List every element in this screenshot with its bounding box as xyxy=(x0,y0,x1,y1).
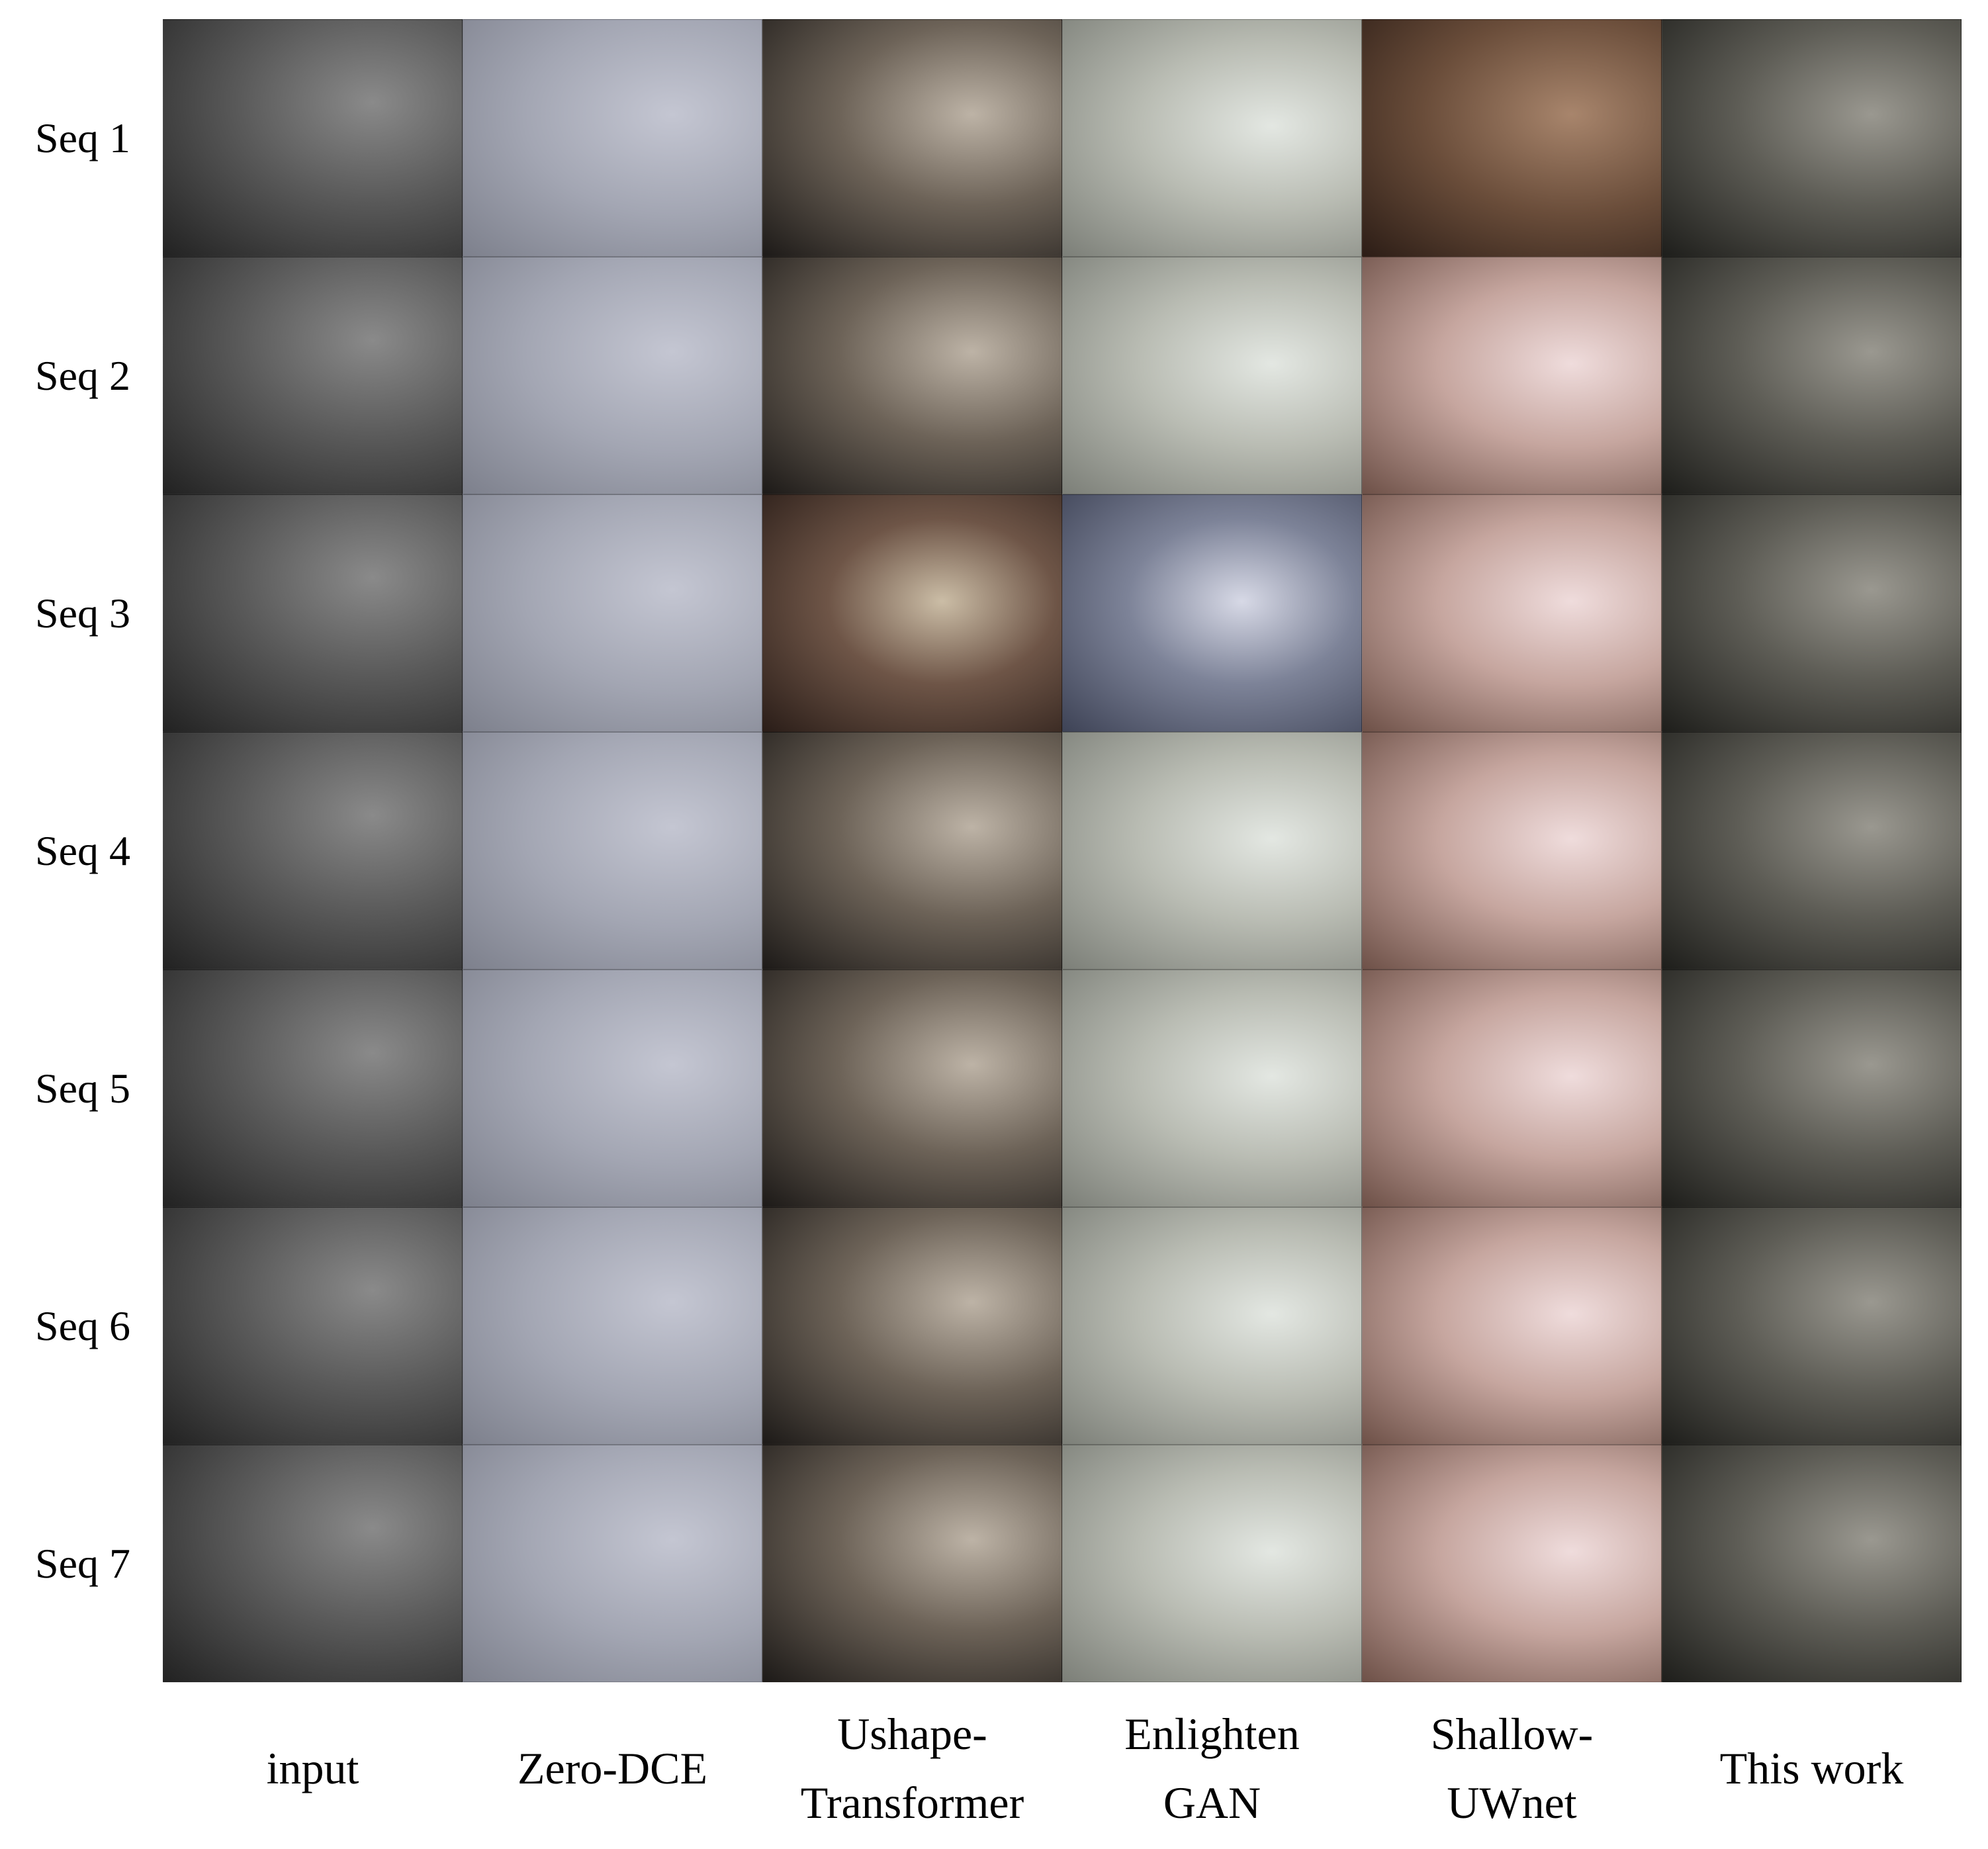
image-tile xyxy=(163,1445,463,1682)
image-tile xyxy=(463,257,762,494)
image-tile xyxy=(463,494,762,732)
image-tile xyxy=(163,494,463,732)
image-tile xyxy=(1062,257,1362,494)
image-tile xyxy=(1662,19,1962,257)
image-tile xyxy=(163,257,463,494)
row-label: Seq 3 xyxy=(35,589,130,637)
image-tile xyxy=(163,1207,463,1445)
column-label-line: Transformer xyxy=(800,1778,1024,1828)
image-tile xyxy=(1662,257,1962,494)
row-label: Seq 1 xyxy=(35,114,130,161)
image-tile xyxy=(1062,1207,1362,1445)
image-tile xyxy=(463,1207,762,1445)
image-tile xyxy=(463,970,762,1207)
column-label: Enlighten GAN xyxy=(1062,1699,1362,1837)
image-tile xyxy=(762,1207,1062,1445)
image-tile xyxy=(762,732,1062,970)
column-label-line: Zero-DCE xyxy=(517,1743,707,1793)
column-label-line: This work xyxy=(1719,1743,1904,1793)
column-label: input xyxy=(163,1734,463,1803)
row-label: Seq 7 xyxy=(35,1539,130,1587)
image-tile xyxy=(463,732,762,970)
image-tile xyxy=(1062,19,1362,257)
image-tile xyxy=(1062,970,1362,1207)
image-tile xyxy=(1362,970,1662,1207)
image-tile xyxy=(762,494,1062,732)
image-tile xyxy=(163,732,463,970)
image-tile xyxy=(1662,732,1962,970)
image-tile xyxy=(1662,494,1962,732)
image-tile xyxy=(1062,494,1362,732)
column-label-line: UWnet xyxy=(1447,1778,1577,1828)
image-tile xyxy=(1062,1445,1362,1682)
image-tile xyxy=(463,1445,762,1682)
row-label: Seq 6 xyxy=(35,1302,130,1349)
image-tile xyxy=(1362,1445,1662,1682)
image-tile xyxy=(762,19,1062,257)
image-tile xyxy=(1362,1207,1662,1445)
image-tile xyxy=(1062,732,1362,970)
column-label-line: Ushape- xyxy=(837,1709,987,1759)
column-label-line: input xyxy=(266,1743,359,1793)
image-tile xyxy=(1662,1207,1962,1445)
column-label-line: Enlighten xyxy=(1124,1709,1300,1759)
row-label: Seq 5 xyxy=(35,1064,130,1112)
image-tile xyxy=(1662,970,1962,1207)
column-label-line: GAN xyxy=(1163,1778,1261,1828)
image-tile xyxy=(1362,257,1662,494)
image-tile xyxy=(1662,1445,1962,1682)
image-tile xyxy=(762,1445,1062,1682)
image-tile xyxy=(762,257,1062,494)
column-label-line: Shallow- xyxy=(1430,1709,1594,1759)
row-label: Seq 4 xyxy=(35,827,130,874)
column-label: This work xyxy=(1662,1734,1962,1803)
image-tile xyxy=(1362,494,1662,732)
column-label: Shallow- UWnet xyxy=(1362,1699,1662,1837)
column-label: Ushape- Transformer xyxy=(762,1699,1062,1837)
row-label: Seq 2 xyxy=(35,351,130,399)
image-tile xyxy=(163,970,463,1207)
image-tile xyxy=(762,970,1062,1207)
image-tile xyxy=(163,19,463,257)
image-tile xyxy=(1362,732,1662,970)
image-tile xyxy=(1362,19,1662,257)
column-label: Zero-DCE xyxy=(463,1734,762,1803)
image-tile xyxy=(463,19,762,257)
